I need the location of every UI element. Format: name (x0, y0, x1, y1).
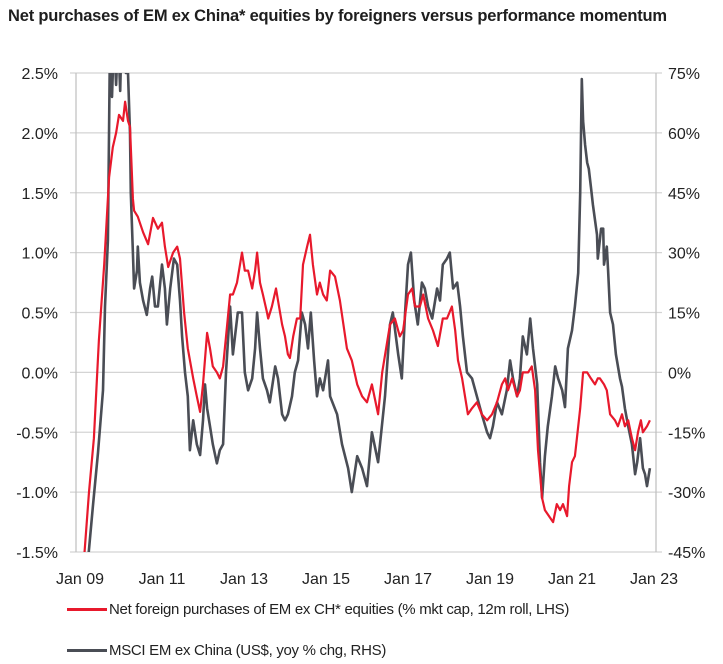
y-tick-label-left: -1.0% (16, 485, 58, 502)
y-tick-label-right: -15% (668, 425, 705, 442)
y-tick-label-left: 0.0% (22, 365, 58, 382)
chart-svg: 2.5%2.0%1.5%1.0%0.5%0.0%-0.5%-1.0%-1.5% … (16, 66, 705, 588)
y-tick-label-right: -45% (668, 545, 705, 562)
x-tick-label: Jan 09 (56, 571, 104, 588)
y-tick-label-right: 75% (668, 66, 700, 83)
y-tick-label-left: -0.5% (16, 425, 58, 442)
y-tick-label-left: 2.0% (22, 126, 58, 143)
y-tick-label-left: 1.5% (22, 186, 58, 203)
y-tick-label-right: -30% (668, 485, 705, 502)
series-line-msci-em-ex-china (87, 73, 652, 552)
y-tick-label-right: 30% (668, 246, 700, 263)
left-tick-labels: 2.5% 2.0% 1.5% 1.0% 0.5% 0.0% -0.5% -1.0% -1.5% (16, 66, 58, 562)
legend-item-net-foreign-purchases: Net foreign purchases of EM ex CH* equit… (67, 601, 569, 618)
x-tick-labels: Jan 09 Jan 11 Jan 13 Jan 15 Jan 17 Jan 19 Jan … (56, 571, 678, 588)
x-tick-label: Jan 21 (548, 571, 596, 588)
x-tick-label: Jan 23 (630, 571, 678, 588)
y-tick-label-left: 0.5% (22, 306, 58, 323)
y-tick-label-left: 2.5% (22, 66, 58, 83)
y-tick-label-right: 15% (668, 306, 700, 323)
y-tick-label-left: 1.0% (22, 246, 58, 263)
chart-title: Net purchases of EM ex China* equities b… (8, 7, 667, 25)
right-tick-labels: 75% 60% 45% 30% 15% 0% -15% -30% -45% (668, 66, 705, 562)
y-tick-label-right: 45% (668, 186, 700, 203)
y-tick-label-right: 60% (668, 126, 700, 143)
y-tick-label-right: 0% (668, 365, 691, 382)
x-tick-label: Jan 19 (466, 571, 514, 588)
x-tick-label: Jan 15 (302, 571, 350, 588)
legend-swatch-gray (67, 649, 107, 652)
y-tick-label-left: -1.5% (16, 545, 58, 562)
gridlines (70, 72, 662, 553)
series-line-net-foreign-purchases (83, 100, 651, 552)
legend-swatch-red (67, 608, 107, 611)
x-tick-label: Jan 11 (139, 571, 186, 588)
legend-label: MSCI EM ex China (US$, yoy % chg, RHS) (109, 642, 387, 659)
legend-label: Net foreign purchases of EM ex CH* equit… (109, 601, 570, 618)
legend-item-msci-em-ex-china: MSCI EM ex China (US$, yoy % chg, RHS) (67, 642, 386, 659)
x-tick-label: Jan 17 (384, 571, 432, 588)
x-tick-label: Jan 13 (220, 571, 268, 588)
